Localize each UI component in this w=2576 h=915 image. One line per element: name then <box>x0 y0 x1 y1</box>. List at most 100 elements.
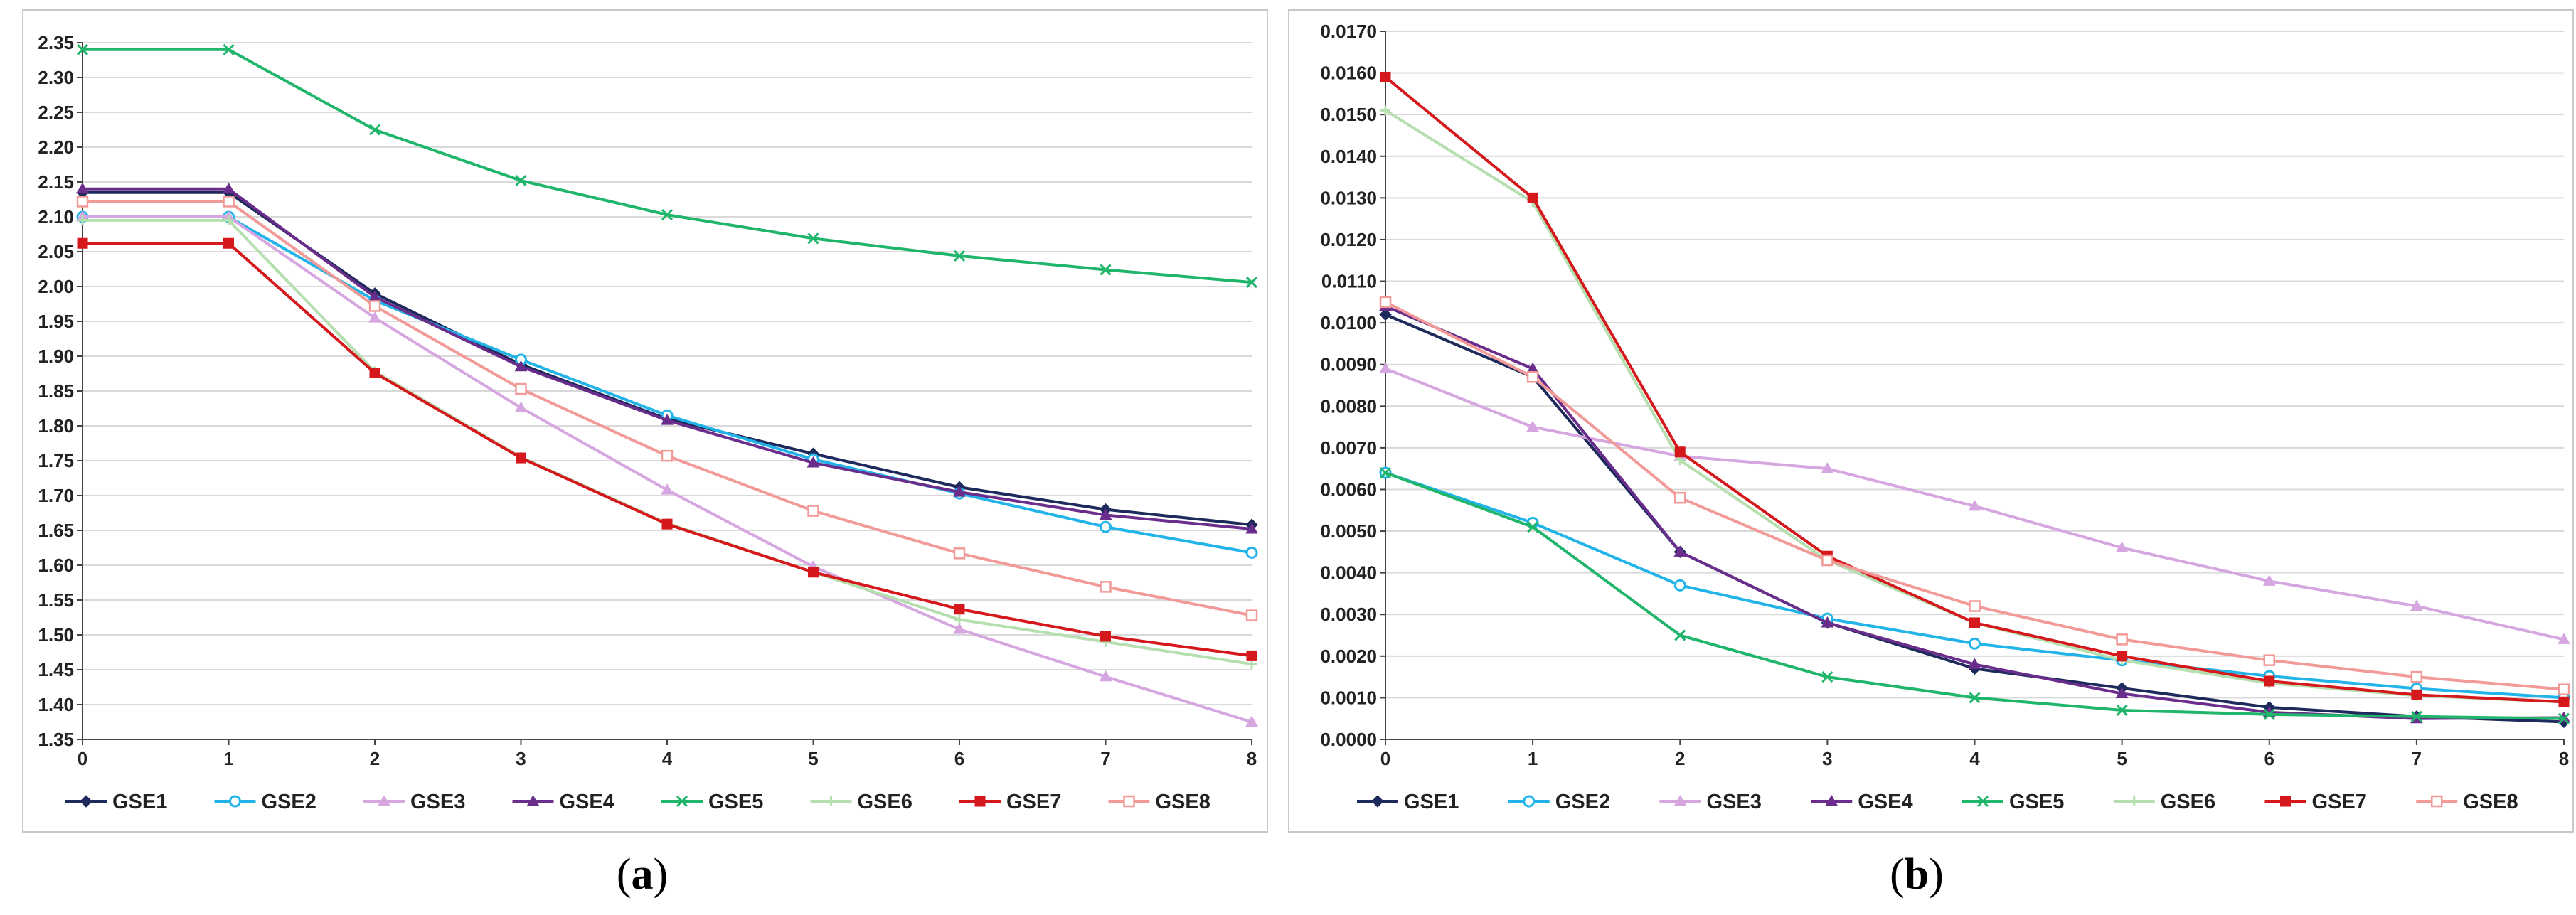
chart-a-x-tick-label: 7 <box>1100 748 1110 769</box>
chart-b-legend-item-gse1: GSE1 <box>1357 791 1459 813</box>
chart-a-series-gse4-point <box>953 486 966 497</box>
chart-b-series-gse5-point <box>1674 629 1686 641</box>
chart-b-legend-marker-gse7 <box>2280 796 2291 807</box>
chart-a-series-gse5-point <box>515 174 527 187</box>
chart-b-legend-marker-gse2 <box>1523 795 1536 808</box>
chart-b-series-gse2-point <box>1969 637 1981 650</box>
chart-a-series-gse7-point <box>661 518 673 530</box>
chart-b-x-tick-label: 0 <box>1380 748 1390 769</box>
chart-a-series-gse7-point <box>516 452 526 464</box>
chart-b-legend-label-gse4: GSE4 <box>1858 791 1912 813</box>
chart-b-y-tick-label: 0.0140 <box>1320 146 1377 167</box>
chart-a: 1.35 1.40 1.45 1.50 1.55 1.60 1.65 1.70 1.75 1.80… <box>22 9 1268 833</box>
chart-b-y-tick-label: 0.0150 <box>1320 104 1377 125</box>
chart-a-legend-label-gse3: GSE3 <box>410 791 465 813</box>
chart-b-series-gse5-point <box>2116 704 2128 717</box>
chart-a-series-gse5-point <box>368 124 381 136</box>
chart-b-y-tick-label: 0.0090 <box>1320 354 1377 375</box>
chart-b-series-gse3-point <box>1821 462 1834 473</box>
chart-a-series-gse7-point <box>954 604 965 615</box>
chart-b-series-gse7-point <box>2411 689 2422 700</box>
chart-b-series-gse5-point <box>2558 712 2570 724</box>
chart-a-series-gse4-point <box>661 414 674 425</box>
chart-b-legend-item-gse2: GSE2 <box>1508 791 1610 813</box>
chart-a-y-tick-label: 2.35 <box>38 32 74 53</box>
chart-b-y-tick-label: 0.0170 <box>1320 21 1377 42</box>
chart-b-y-tick-label: 0.0010 <box>1320 687 1377 708</box>
chart-b-series-gse5-point <box>1527 521 1539 533</box>
chart-b-series-gse7-point <box>1527 192 1538 203</box>
chart-b-x-tick-label: 1 <box>1528 748 1538 769</box>
chart-a-legend-label-gse2: GSE2 <box>262 791 316 813</box>
chart-a-legend-item-gse1: GSE1 <box>65 791 167 813</box>
chart-b-legend-marker-gse1 <box>1371 795 1384 808</box>
chart-b-legend-item-gse8: GSE8 <box>2416 791 2518 813</box>
caption-a-open: ( <box>616 850 632 899</box>
chart-b-series-gse8-point <box>2116 633 2128 646</box>
chart-a-series-gse4-point <box>807 456 820 468</box>
chart-b-series-gse8-point <box>1969 600 1981 612</box>
chart-b-series-gse8-point <box>2410 670 2423 683</box>
chart-a-series-gse8-point <box>76 196 89 208</box>
chart-a-series-gse8-point <box>1245 609 1258 621</box>
chart-a-gridlines <box>83 42 1252 740</box>
chart-a-legend-label-gse8: GSE8 <box>1156 791 1210 813</box>
chart-a-y-tick-label: 2.15 <box>38 171 74 193</box>
chart-b-y-tick-label: 0.0100 <box>1320 312 1377 333</box>
chart-b-series-gse7-point <box>2117 651 2128 662</box>
chart-b-y-tick-label: 0.0020 <box>1320 646 1377 667</box>
chart-a-series-gse6-point <box>954 614 964 625</box>
chart-a-series-gse5-point <box>661 208 674 221</box>
chart-a-legend-label-gse6: GSE6 <box>858 791 912 813</box>
chart-a-series-gse7-point <box>808 567 819 578</box>
chart-a-y-tick-label: 2.20 <box>38 137 74 158</box>
chart-b-series-gse3-point <box>1526 420 1539 432</box>
chart-a-y-tick-label: 1.50 <box>38 624 74 646</box>
chart-b-x-tick-label: 8 <box>2559 748 2569 769</box>
chart-b-legend-label-gse7: GSE7 <box>2312 791 2367 813</box>
chart-b-legend-label-gse1: GSE1 <box>1404 791 1459 813</box>
chart-a-series-gse4-point <box>222 182 235 194</box>
chart-b-series-gse8-point <box>1379 296 1392 309</box>
chart-b-series-gse4-point <box>1968 658 1981 670</box>
chart-b-y-tick-label: 0.0070 <box>1320 437 1377 459</box>
chart-a-y-tick-label: 1.65 <box>38 520 74 541</box>
caption-b-open: ( <box>1890 850 1905 899</box>
chart-a-series-gse8-point <box>807 505 819 517</box>
chart-a-series-gse8-point <box>515 382 527 395</box>
chart-a-legend-marker-gse1 <box>80 795 92 808</box>
chart-a-series-gse5-point <box>76 43 89 55</box>
chart-a-series-gse3-point <box>368 311 381 323</box>
chart-a-x-tick-label: 1 <box>223 748 233 769</box>
chart-a-x-tick-label: 5 <box>808 748 818 769</box>
chart-a-series-gse5-point <box>1245 277 1258 289</box>
chart-b-series-gse3-point <box>1968 499 1981 511</box>
chart-a-y-tick-label: 2.10 <box>38 206 74 228</box>
chart-a-legend-marker-gse7 <box>974 796 986 807</box>
chart-b-series-gse3-point <box>2115 541 2129 552</box>
chart-b-legend-label-gse5: GSE5 <box>2009 791 2064 813</box>
chart-b-legend-item-gse4: GSE4 <box>1811 791 1913 813</box>
chart-a-series-gse3-point <box>661 483 674 495</box>
caption-a-letter: a <box>631 850 654 899</box>
chart-b-series-gse7-point <box>1674 446 1686 458</box>
caption-b-close: ) <box>1929 850 1944 899</box>
chart-a-series-gse6-point <box>223 215 234 225</box>
chart-a-legend-marker-gse2 <box>229 795 241 808</box>
chart-a-x-tick-label: 3 <box>516 748 526 769</box>
chart-a-series-gse7-point <box>1246 650 1257 661</box>
chart-b-series-gse7-point <box>2558 696 2570 707</box>
chart-a-x-tick-label: 2 <box>370 748 380 769</box>
chart-b-x-tick-label: 2 <box>1675 748 1685 769</box>
chart-b-y-tick-label: 0.0120 <box>1320 229 1377 250</box>
chart-b-series-gse5-point <box>2410 710 2422 722</box>
chart-a-series-gse4 <box>76 182 1258 534</box>
chart-b-series-gse3-point <box>2410 599 2423 611</box>
chart-a-legend-marker-gse6 <box>826 796 836 806</box>
chart-b-series-gse8-point <box>1821 554 1833 567</box>
chart-b-series-gse8-point <box>2558 683 2570 695</box>
chart-a-legend-item-gse7: GSE7 <box>959 791 1061 813</box>
chart-a-legend-item-gse5: GSE5 <box>661 791 763 813</box>
chart-b-series-gse8 <box>1379 296 2570 695</box>
chart-b-legend-marker-gse4 <box>1825 794 1838 806</box>
